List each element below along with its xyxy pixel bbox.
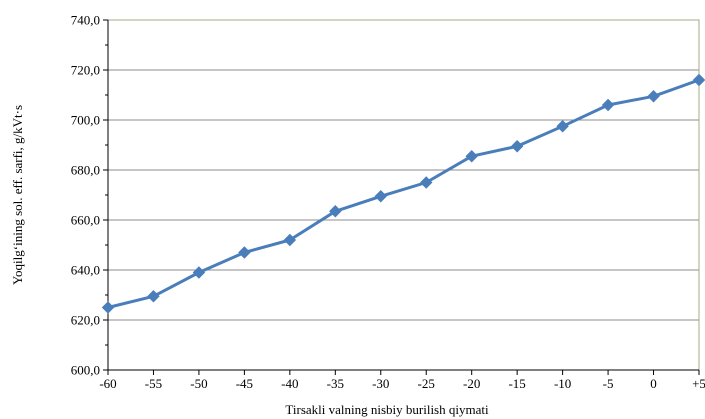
data-point xyxy=(147,290,160,303)
y-tick-label: 600,0 xyxy=(71,363,100,378)
x-tick-label: -30 xyxy=(372,376,389,391)
data-point xyxy=(692,73,705,87)
x-tick-label: -15 xyxy=(508,376,525,391)
data-point xyxy=(465,150,478,163)
data-point xyxy=(420,176,433,189)
data-point xyxy=(101,301,115,314)
data-point xyxy=(556,120,569,133)
x-tick-label: -55 xyxy=(145,376,162,391)
y-tick-label: 720,0 xyxy=(71,63,100,78)
y-tick-label: 620,0 xyxy=(71,313,100,328)
x-tick-label: -45 xyxy=(236,376,253,391)
y-axis-title: Yoqilg‘ining sol. eff. sarfi, g/kVt·s xyxy=(10,105,25,285)
series-line xyxy=(107,78,700,309)
y-tick-label: 680,0 xyxy=(71,163,100,178)
plot-area xyxy=(107,19,700,371)
x-tick-label: -10 xyxy=(554,376,571,391)
data-point xyxy=(374,190,387,203)
data-point xyxy=(192,266,206,279)
axes xyxy=(103,19,700,375)
x-tick-label: +5 xyxy=(692,376,705,391)
x-axis-title: Tirsakli valning nisbiy burilish qiymati xyxy=(285,402,489,417)
data-point xyxy=(510,140,524,153)
x-axis-tick-labels: -60 -55 -50 -45 -40 -35 -30 -25 -20 -15 -10 -5 0 +5 xyxy=(99,376,705,391)
x-tick-label: 0 xyxy=(650,376,657,391)
data-point xyxy=(238,246,251,259)
y-tick-label: 700,0 xyxy=(71,113,100,128)
x-tick-label: -50 xyxy=(190,376,207,391)
data-point xyxy=(283,233,297,247)
data-point xyxy=(647,90,660,103)
x-tick-label: -25 xyxy=(418,376,435,391)
data-series xyxy=(101,73,705,314)
x-tick-label: -40 xyxy=(281,376,298,391)
y-tick-label: 740,0 xyxy=(71,13,100,28)
y-tick-label: 640,0 xyxy=(71,263,100,278)
x-tick-label: -20 xyxy=(463,376,480,391)
x-tick-label: -60 xyxy=(99,376,116,391)
data-point xyxy=(329,205,342,218)
y-tick-label: 660,0 xyxy=(71,213,100,228)
x-tick-label: -35 xyxy=(327,376,344,391)
y-axis-tick-labels: 600,0 620,0 640,0 660,0 680,0 700,0 720,0 740,0 xyxy=(71,13,100,378)
data-point xyxy=(601,98,615,112)
x-tick-label: -5 xyxy=(603,376,614,391)
